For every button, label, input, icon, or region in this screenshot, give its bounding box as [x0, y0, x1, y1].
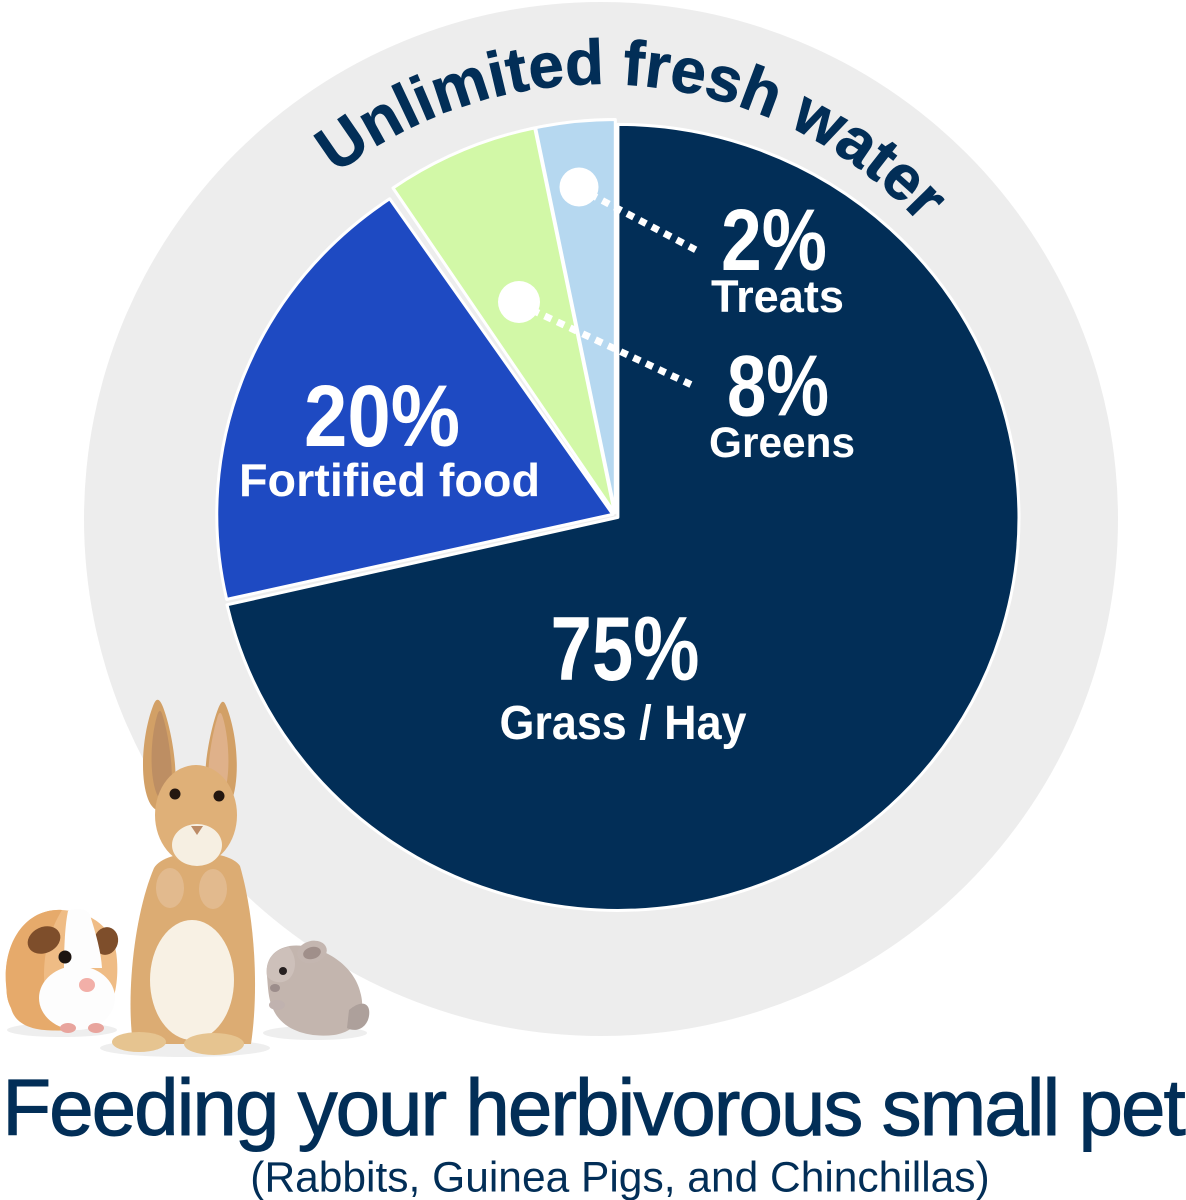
svg-text:75%: 75%: [551, 599, 700, 700]
svg-text:Feeding your herbivorous small: Feeding your herbivorous small pet: [2, 1063, 1185, 1152]
svg-text:Greens: Greens: [709, 420, 855, 467]
svg-text:Treats: Treats: [711, 271, 844, 322]
svg-text:2%: 2%: [721, 192, 827, 289]
svg-text:Fortified food: Fortified food: [239, 454, 540, 506]
svg-text:Grass / Hay: Grass / Hay: [500, 697, 747, 750]
svg-text:8%: 8%: [727, 339, 829, 435]
svg-text:(Rabbits, Guinea Pigs, and Chi: (Rabbits, Guinea Pigs, and Chinchillas): [250, 1155, 989, 1200]
svg-text:20%: 20%: [304, 368, 460, 465]
